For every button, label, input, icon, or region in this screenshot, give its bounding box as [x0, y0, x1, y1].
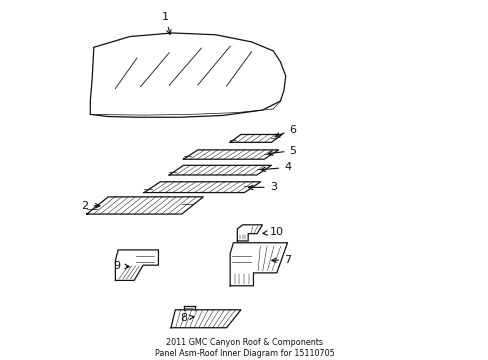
Text: 5: 5 [267, 145, 296, 156]
Text: 8: 8 [180, 313, 194, 323]
Text: 4: 4 [261, 162, 290, 172]
Text: 7: 7 [271, 255, 290, 265]
Text: 10: 10 [263, 227, 283, 237]
Text: 2011 GMC Canyon Roof & Components
Panel Asm-Roof Inner Diagram for 15110705: 2011 GMC Canyon Roof & Components Panel … [154, 338, 334, 357]
Text: 1: 1 [162, 12, 171, 35]
Text: 2: 2 [81, 201, 100, 211]
Text: 6: 6 [275, 125, 296, 137]
Text: 3: 3 [248, 182, 276, 192]
Text: 9: 9 [113, 261, 129, 271]
